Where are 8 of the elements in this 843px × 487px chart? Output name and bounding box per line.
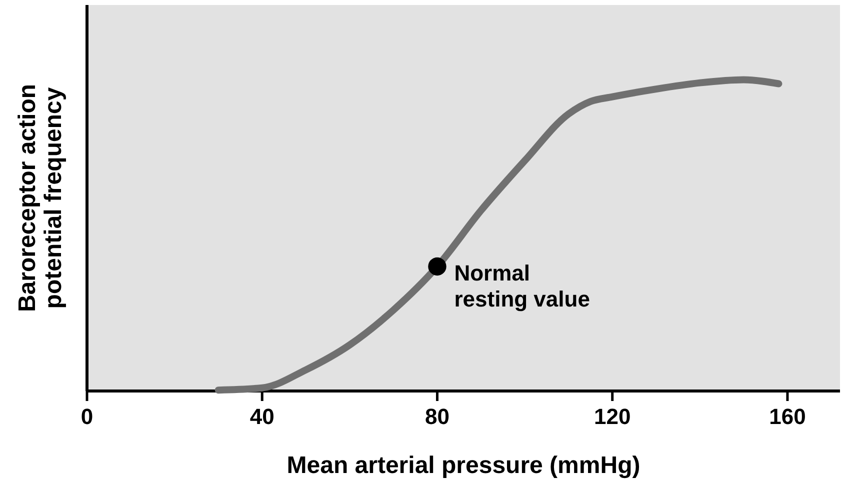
x-tick-label: 40: [250, 404, 274, 429]
x-axis-title: Mean arterial pressure (mmHg): [286, 452, 640, 479]
annotation: Normal resting value: [454, 260, 590, 312]
x-tick-label: 160: [769, 404, 806, 429]
y-axis-title: Baroreceptor action potential frequency: [14, 84, 67, 312]
x-tick-label: 120: [594, 404, 631, 429]
x-tick-label: 0: [80, 404, 94, 429]
x-tick-label: 80: [424, 404, 450, 429]
